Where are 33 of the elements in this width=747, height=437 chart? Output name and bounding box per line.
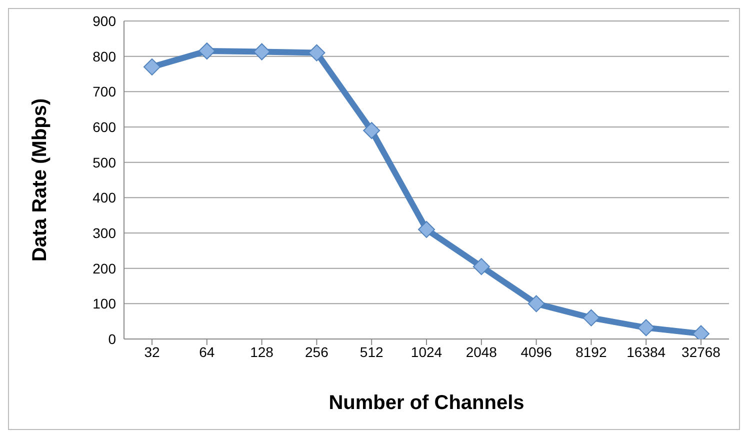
- y-tick-label: 100: [92, 296, 116, 312]
- x-tick-label: 128: [250, 344, 274, 360]
- y-axis-title: Data Rate (Mbps): [29, 98, 52, 262]
- point: [528, 295, 545, 312]
- x-tick-label: 256: [305, 344, 329, 360]
- point: [638, 319, 655, 336]
- point: [253, 43, 270, 60]
- x-tick-label: 32: [144, 344, 160, 360]
- x-tick-label: 512: [360, 344, 384, 360]
- x-tick-label: 32768: [682, 344, 721, 360]
- point: [472, 258, 490, 276]
- y-tick-label: 400: [92, 190, 116, 206]
- point: [582, 309, 600, 326]
- x-tick-label: 64: [199, 344, 215, 360]
- point: [144, 58, 160, 76]
- y-tick-label: 500: [92, 154, 116, 170]
- y-tick-label: 700: [92, 84, 116, 100]
- x-tick-label: 8192: [576, 344, 607, 360]
- x-tick-label: 16384: [626, 344, 666, 360]
- y-tick-label: 300: [92, 224, 116, 241]
- point: [198, 42, 216, 60]
- point: [308, 44, 326, 62]
- y-tick-label: 800: [92, 48, 116, 64]
- y-tick-label: 900: [92, 12, 116, 29]
- y-tick-label: 200: [92, 260, 116, 276]
- x-axis-title: Number of Channels: [328, 392, 524, 414]
- point: [363, 122, 380, 140]
- y-tick-label: 600: [92, 118, 116, 135]
- x-tick-label: 2048: [466, 344, 498, 360]
- x-tick-label: 1024: [410, 344, 442, 360]
- x-tick-label: 4096: [520, 344, 552, 360]
- y-tick-label: 0: [108, 330, 116, 347]
- point: [418, 220, 435, 238]
